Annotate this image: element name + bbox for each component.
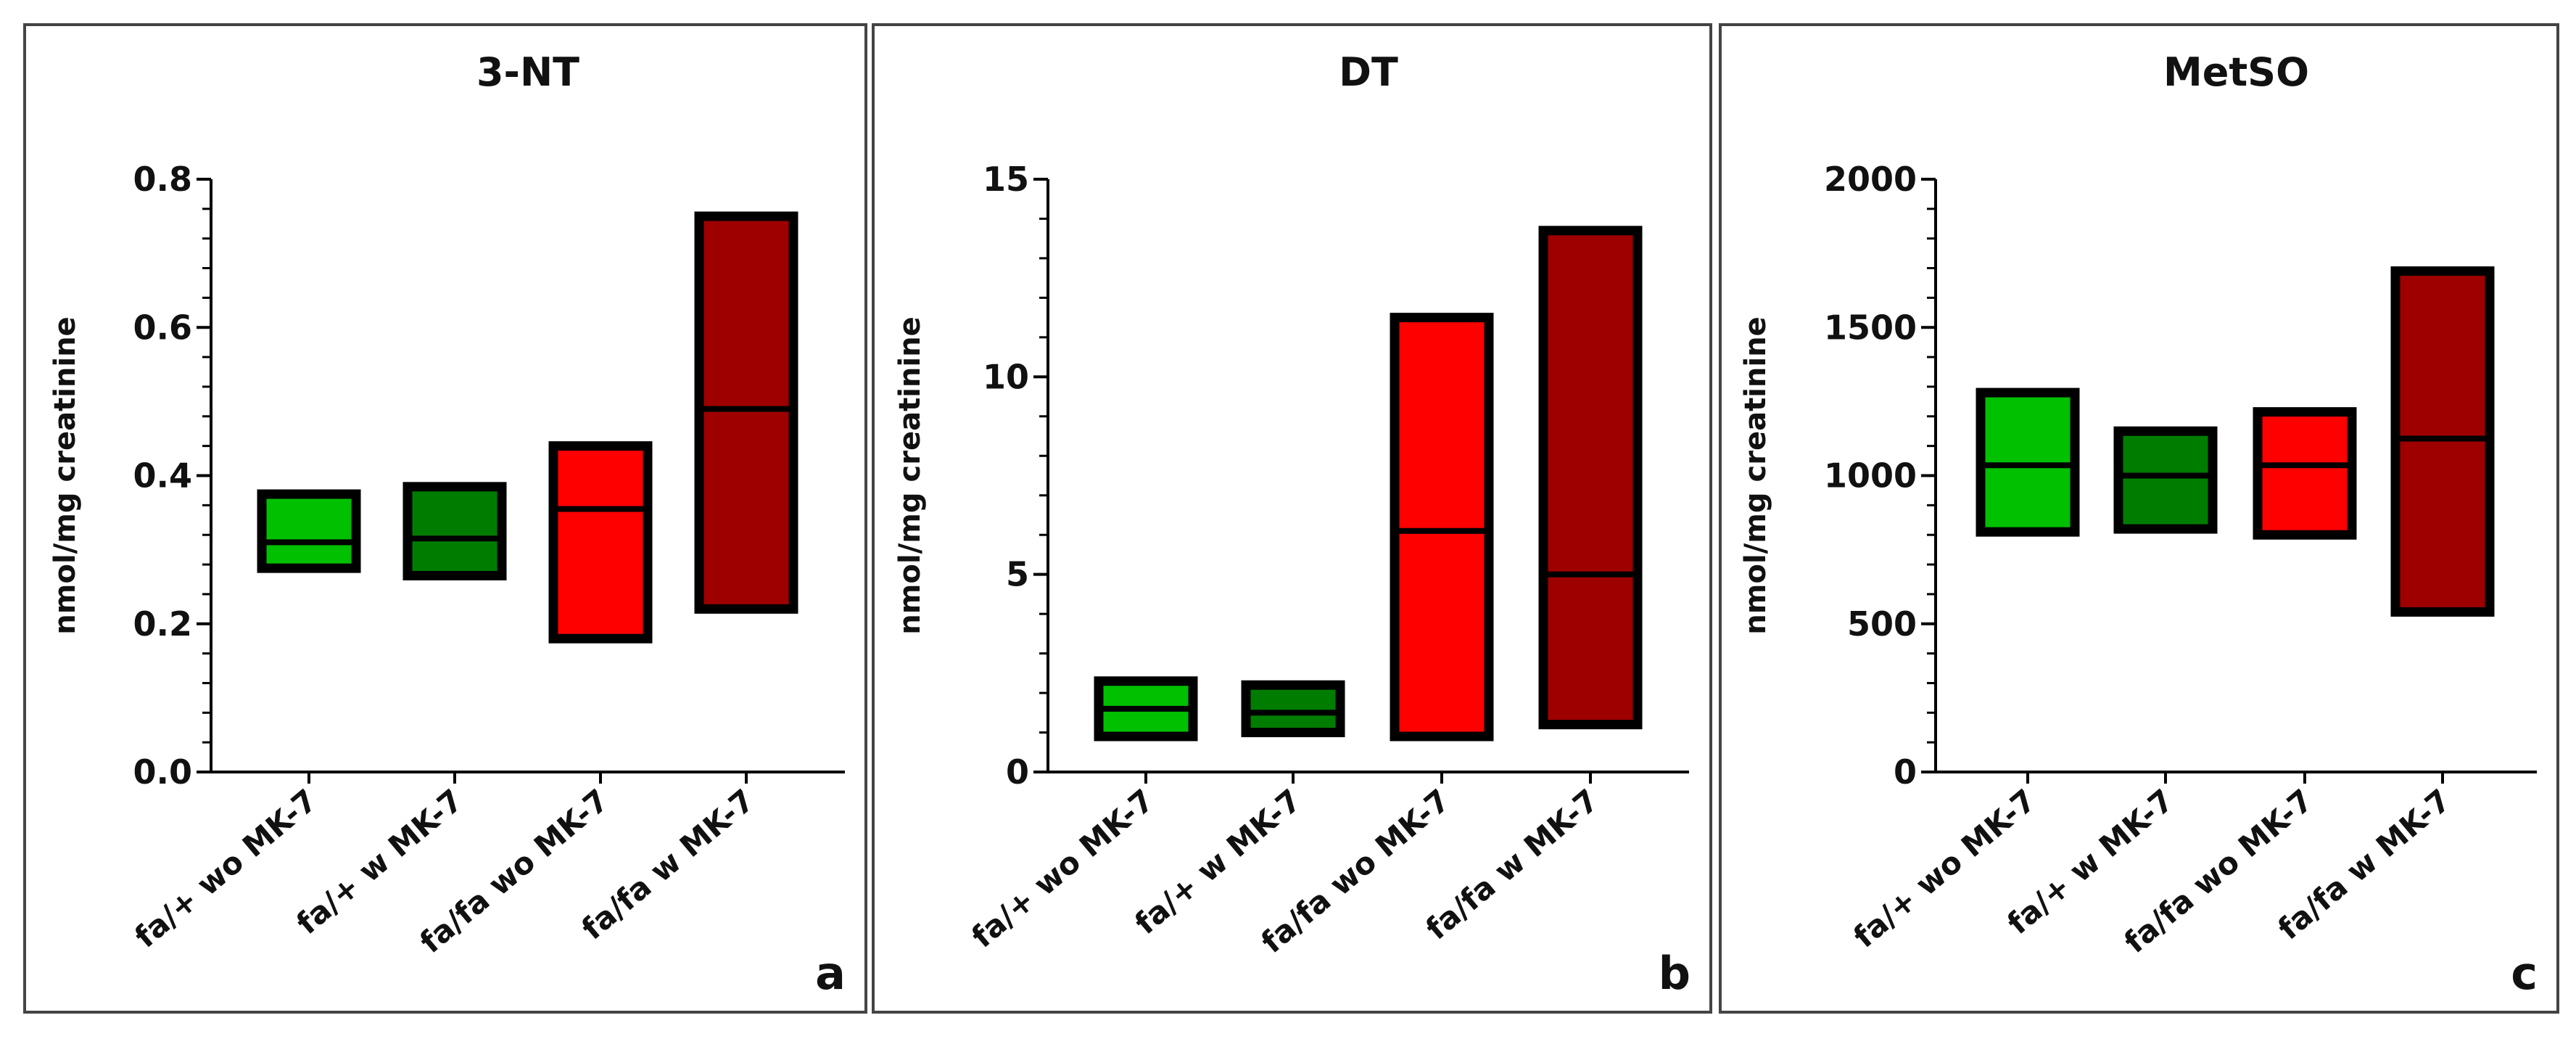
chart-title: 3-NT [476,49,579,95]
box-2 [1241,680,1345,738]
y-tick-label: 0 [1894,752,1917,792]
y-tick-label: 0.0 [133,752,193,792]
box-4 [1538,226,1643,730]
box-3 [1390,313,1494,742]
y-tick-label: 0.4 [133,456,193,496]
y-axis-label: nmol/mg creatinine [49,316,82,634]
box-4 [2390,266,2495,617]
box-1 [257,489,361,573]
panel-letter: b [1659,947,1690,1000]
y-tick-label: 10 [983,357,1029,396]
box-3 [2253,407,2357,540]
y-tick-label: 1500 [1824,308,1917,347]
y-tick-label: 0.2 [133,604,193,644]
y-tick-label: 0.6 [133,308,193,347]
y-tick-label: 500 [1847,604,1917,644]
y-axis-label: nmol/mg creatinine [893,316,927,634]
box-1 [1976,387,2080,537]
chart-title: DT [1339,49,1398,95]
y-tick-label: 0.8 [133,160,193,199]
box-2 [402,482,507,580]
box-2 [2113,426,2218,534]
box-3 [548,441,653,644]
y-axis-label: nmol/mg creatinine [1739,316,1772,634]
y-tick-label: 5 [1006,555,1029,594]
y-tick-label: 1000 [1824,456,1917,496]
box-4 [694,211,798,614]
y-tick-label: 2000 [1824,160,1917,199]
panel-letter: a [815,947,846,1000]
panel-letter: c [2511,947,2538,1000]
chart-title: MetSO [2163,49,2309,95]
y-tick-label: 15 [983,160,1029,199]
y-tick-label: 0 [1006,752,1029,792]
